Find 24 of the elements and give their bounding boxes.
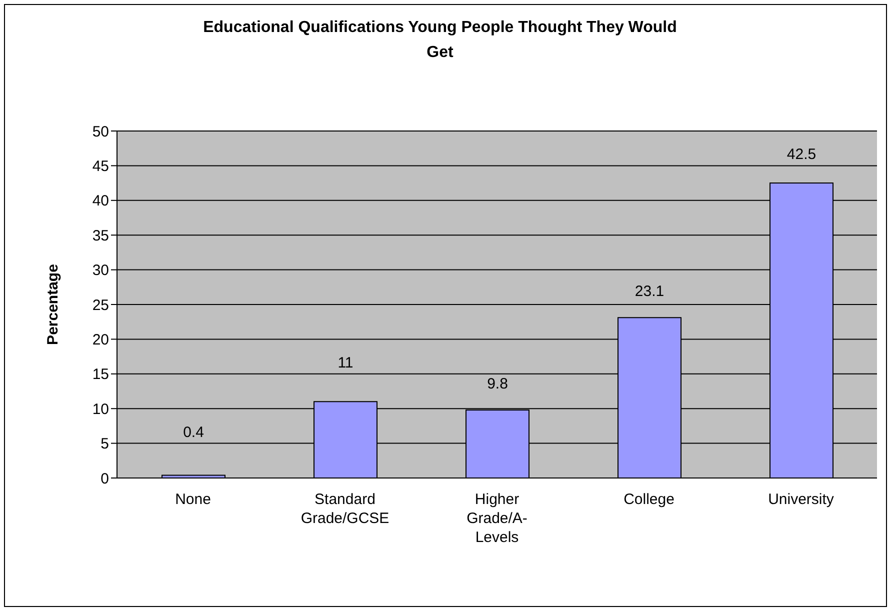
y-tick-label: 40 bbox=[92, 192, 109, 210]
y-tick-label: 15 bbox=[92, 366, 109, 384]
x-tick-label: Standard Grade/GCSE bbox=[300, 491, 390, 527]
y-tick-label: 45 bbox=[92, 158, 109, 176]
y-tick-label: 10 bbox=[92, 400, 109, 418]
x-tick-label: Higher Grade/A-Levels bbox=[466, 491, 528, 546]
data-label: 42.5 bbox=[786, 146, 816, 164]
x-tick-label: None bbox=[175, 491, 211, 508]
data-label: 23.1 bbox=[634, 283, 664, 300]
y-tick-label: 25 bbox=[92, 296, 109, 314]
y-tick-label: 50 bbox=[92, 123, 109, 140]
bar bbox=[162, 474, 226, 478]
data-label: 11 bbox=[338, 354, 354, 372]
y-tick-label: 20 bbox=[92, 332, 109, 349]
data-label: 0.4 bbox=[183, 424, 204, 441]
y-axis-title: Percentage bbox=[44, 264, 62, 345]
y-tick-label: 30 bbox=[92, 262, 109, 280]
data-label: 9.8 bbox=[487, 375, 508, 392]
y-tick-label: 35 bbox=[92, 227, 109, 244]
x-tick-label: College bbox=[624, 491, 674, 508]
x-tick-label: University bbox=[768, 491, 834, 508]
y-tick-label: 0 bbox=[100, 470, 109, 488]
chart-title: Educational Qualifications Young People Thought They Would Get bbox=[202, 18, 678, 63]
y-tick-label: 5 bbox=[100, 436, 109, 453]
